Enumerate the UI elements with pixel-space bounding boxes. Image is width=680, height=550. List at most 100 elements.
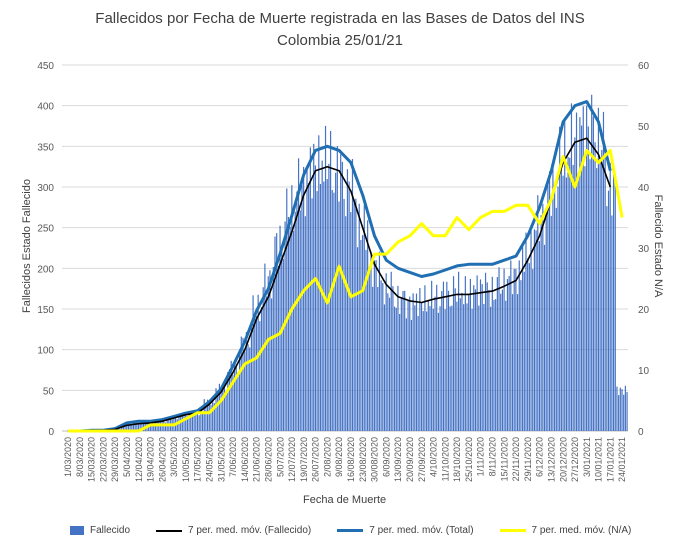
bar xyxy=(304,216,306,431)
x-tick-label: 11/10/2020 xyxy=(440,437,450,481)
bar xyxy=(486,282,488,431)
x-tick-label: 9/08/2020 xyxy=(334,437,344,477)
bar xyxy=(345,216,347,431)
bar xyxy=(355,198,357,431)
bar xyxy=(289,226,291,431)
bar xyxy=(265,296,268,431)
x-tick-label: 19/04/2020 xyxy=(146,437,156,482)
y-axis-right-label: Fallecido Estado N/A xyxy=(652,194,664,298)
bar xyxy=(461,292,463,431)
bar xyxy=(454,288,456,431)
bar xyxy=(596,168,598,431)
bar xyxy=(149,423,151,431)
legend-label: Fallecido xyxy=(90,525,131,536)
y-tick-label-left: 400 xyxy=(37,102,54,113)
x-tick-label: 2/08/2020 xyxy=(322,437,332,477)
bar xyxy=(124,423,126,431)
bar xyxy=(574,137,576,432)
bar xyxy=(137,423,140,431)
bar xyxy=(228,369,231,431)
x-tick-label: 4/10/2020 xyxy=(429,437,439,477)
bar xyxy=(490,306,492,431)
bar xyxy=(429,306,431,431)
bar xyxy=(200,412,202,431)
bar xyxy=(242,337,244,431)
bar xyxy=(225,393,227,431)
legend-swatch-line xyxy=(499,529,526,532)
x-tick-label: 8/11/2020 xyxy=(488,437,498,476)
bar xyxy=(296,191,298,431)
x-tick-label: 23/08/2020 xyxy=(358,437,368,482)
bar xyxy=(215,388,217,431)
bar xyxy=(372,286,374,431)
bar xyxy=(245,331,247,431)
bar xyxy=(205,405,207,431)
bar xyxy=(136,421,138,431)
y-tick-label-left: 0 xyxy=(48,427,54,438)
bar xyxy=(586,105,588,431)
bar xyxy=(501,289,503,431)
bar xyxy=(316,191,318,431)
bar xyxy=(543,244,546,431)
bar xyxy=(350,212,352,431)
bar xyxy=(523,271,525,431)
bar xyxy=(484,272,487,431)
bar xyxy=(479,279,482,431)
y-tick-label-left: 150 xyxy=(37,305,54,316)
x-tick-label: 26/04/2020 xyxy=(157,437,167,482)
x-tick-label: 1/03/2020 xyxy=(63,437,73,477)
bar xyxy=(361,235,364,431)
line-ma-total xyxy=(67,100,612,433)
bar xyxy=(449,306,451,431)
bar xyxy=(441,290,443,431)
bar xyxy=(500,293,502,431)
bar xyxy=(506,279,509,431)
legend-item-fallecido: Fallecido xyxy=(70,525,130,536)
bar xyxy=(385,273,387,431)
bar xyxy=(314,165,317,431)
bar xyxy=(324,125,327,431)
bar xyxy=(176,419,178,431)
bar xyxy=(239,351,241,431)
bar xyxy=(618,395,620,431)
bar xyxy=(548,171,551,431)
y-tick-label-right: 30 xyxy=(638,244,650,255)
bar xyxy=(417,316,419,431)
bar xyxy=(279,225,281,431)
bar xyxy=(378,251,381,431)
bar xyxy=(227,371,229,431)
bar xyxy=(442,281,445,431)
bar xyxy=(274,236,276,431)
y-tick-label-left: 50 xyxy=(43,386,55,397)
bar xyxy=(527,258,529,431)
x-tick-label: 17/01/2021 xyxy=(605,437,615,482)
bar xyxy=(151,421,153,431)
bar xyxy=(208,401,210,431)
bar xyxy=(164,422,167,431)
bar xyxy=(365,249,367,431)
bar xyxy=(623,394,625,431)
bar xyxy=(336,146,338,431)
bar xyxy=(498,267,500,431)
legend-label: 7 per. med. móv. (Fallecido) xyxy=(188,525,312,536)
y-tick-label-left: 200 xyxy=(37,264,54,275)
bar xyxy=(373,260,375,431)
legend-swatch-bar xyxy=(70,526,84,535)
y-tick-label-right: 50 xyxy=(638,122,650,133)
x-tick-label: 22/03/2020 xyxy=(98,437,108,482)
x-tick-label: 21/06/2020 xyxy=(252,437,262,482)
bar xyxy=(240,336,242,431)
bar xyxy=(127,424,130,431)
bar xyxy=(203,399,205,431)
bar xyxy=(201,412,204,431)
bar xyxy=(463,304,465,431)
bar xyxy=(604,157,606,431)
bar xyxy=(459,298,461,431)
bar xyxy=(186,415,188,431)
bar xyxy=(414,305,416,431)
x-tick-label: 24/05/2020 xyxy=(205,437,215,482)
bar xyxy=(575,112,578,431)
bar xyxy=(193,414,195,431)
bar xyxy=(348,181,350,431)
